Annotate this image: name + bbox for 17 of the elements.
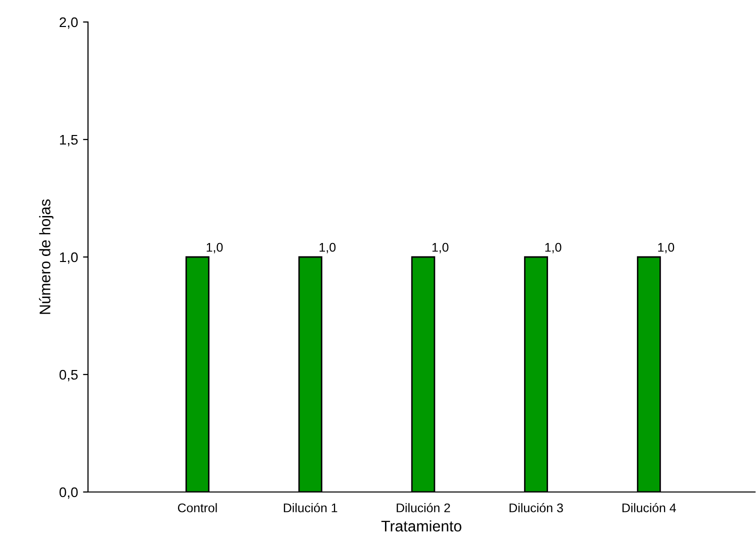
data-label: 1,0 [545,242,562,254]
data-label: 1,0 [432,242,448,254]
x-tick-label: Control [178,503,217,512]
x-tick-label: Dilución 1 [284,502,338,512]
data-label: 1,0 [320,242,336,254]
data-label: 1,0 [206,242,223,254]
y-axis-title: Número de hojas [38,199,54,314]
y-tick-label: 1,5 [60,134,78,146]
y-tick-label: 0,0 [60,487,78,499]
y-tick-label: 1,0 [60,252,78,264]
data-label: 1,0 [658,242,674,254]
x-tick-label: Dilución 3 [510,502,563,512]
x-tick-label: Dilución 2 [396,502,450,512]
x-axis-title: Tratamiento [381,520,462,532]
y-tick-label: 0,5 [60,370,78,382]
x-tick-label: Dilución 4 [622,502,676,512]
y-tick-label: 2,0 [60,17,78,29]
